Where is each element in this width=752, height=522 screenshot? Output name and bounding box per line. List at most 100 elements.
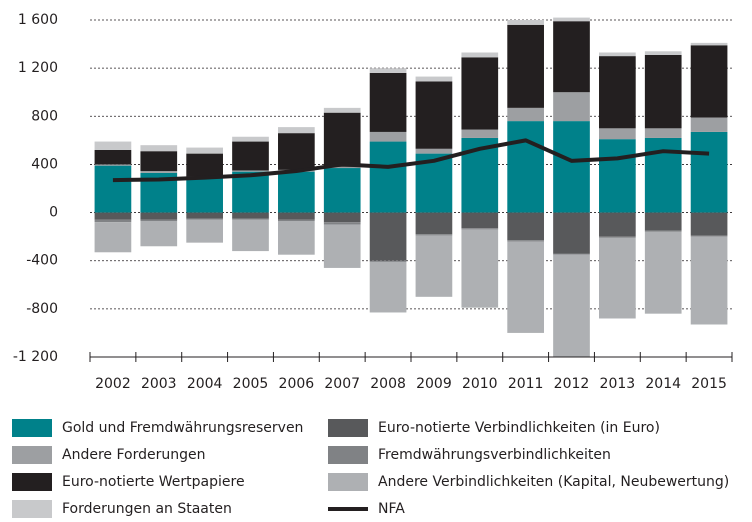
- bar-segment: [553, 92, 590, 122]
- legend-label: NFA: [378, 501, 405, 517]
- x-tick-label: 2009: [416, 376, 452, 392]
- bar-segment: [323, 224, 361, 268]
- bar-segment: [323, 168, 361, 213]
- bar-segment: [278, 127, 315, 134]
- bar-segment: [232, 219, 269, 252]
- bar-segment: [278, 171, 315, 213]
- bar-segment: [599, 52, 636, 57]
- y-tick-label: -400: [26, 253, 58, 269]
- legend-label: Andere Forderungen: [62, 447, 205, 463]
- x-tick-label: 2008: [370, 376, 406, 392]
- bar-segment: [278, 220, 315, 255]
- bar-segment: [644, 54, 682, 129]
- x-tick-label: 2003: [141, 376, 177, 392]
- bar-segment: [278, 219, 315, 221]
- bar-segment: [323, 107, 361, 113]
- bar-segment: [94, 212, 132, 220]
- bar-segment: [599, 212, 636, 237]
- bar-segment: [232, 170, 269, 172]
- x-tick-label: 2007: [324, 376, 360, 392]
- bar-segment: [553, 212, 590, 254]
- x-tick-label: 2013: [600, 376, 636, 392]
- bar-segment: [507, 107, 544, 122]
- bar-segment: [690, 235, 728, 237]
- bar-segment: [461, 129, 499, 138]
- bar-segment: [140, 219, 178, 221]
- bar-segment: [553, 121, 590, 213]
- legend-swatch: [12, 473, 52, 491]
- legend-swatch: [12, 446, 52, 464]
- legend-label: Forderungen an Staaten: [62, 501, 232, 517]
- bar-segment: [415, 212, 453, 235]
- bar-segment: [369, 260, 407, 262]
- bar-segment: [323, 112, 361, 167]
- bar-segment: [415, 81, 453, 149]
- bar-segment: [232, 171, 269, 213]
- bar-segment: [690, 117, 728, 132]
- bar-segment: [690, 42, 728, 46]
- bar-segment: [232, 212, 269, 219]
- legend-swatch: [328, 446, 368, 464]
- bar-segment: [599, 139, 636, 213]
- y-tick-label: 0: [49, 205, 58, 221]
- bar-segment: [644, 128, 682, 138]
- bar-segment: [644, 231, 682, 314]
- bar-segment: [186, 218, 223, 220]
- bar-segment: [323, 212, 361, 223]
- bar-segment: [369, 141, 407, 213]
- bar-segment: [599, 128, 636, 140]
- y-tick-label: 800: [31, 108, 58, 124]
- bar-segment: [644, 137, 682, 213]
- bar-segment: [644, 230, 682, 232]
- x-tick-label: 2002: [95, 376, 131, 392]
- bar-segment: [232, 136, 269, 142]
- bar-segment: [278, 133, 315, 170]
- bar-segment: [415, 148, 453, 154]
- bar-segment: [94, 219, 132, 223]
- bar-segment: [690, 45, 728, 118]
- bar-segment: [599, 56, 636, 129]
- bar-segment: [232, 141, 269, 171]
- x-tick-label: 2011: [508, 376, 544, 392]
- bar-segment: [599, 237, 636, 319]
- y-tick-label: 400: [31, 156, 58, 172]
- bar-segment: [94, 141, 132, 150]
- bar-segment: [94, 222, 132, 253]
- bar-segment: [461, 57, 499, 130]
- y-tick-label: 1 600: [18, 12, 58, 28]
- bar-segment: [186, 219, 223, 243]
- legend-label: Euro-notierte Verbindlichkeiten (in Euro…: [378, 420, 660, 436]
- y-tick-label: -1 200: [13, 349, 58, 365]
- bar-segment: [507, 240, 544, 242]
- bar-segment: [415, 234, 453, 236]
- x-tick-label: 2010: [462, 376, 498, 392]
- x-tick-label: 2004: [187, 376, 223, 392]
- bar-segment: [140, 212, 178, 220]
- bar-segment: [461, 52, 499, 58]
- bar-segment: [507, 241, 544, 333]
- bar-segment: [369, 212, 407, 261]
- bar-segment: [140, 220, 178, 247]
- bar-segment: [369, 68, 407, 73]
- legend-swatch: [328, 419, 368, 437]
- bar-segment: [186, 147, 223, 154]
- bar-segment: [461, 212, 499, 229]
- bar-segment: [507, 24, 544, 108]
- bar-segment: [369, 72, 407, 132]
- bar-segment: [599, 236, 636, 238]
- bar-segment: [553, 253, 590, 255]
- bar-segment: [507, 121, 544, 213]
- bar-segment: [690, 131, 728, 213]
- bar-segment: [186, 177, 223, 213]
- bar-segment: [140, 151, 178, 172]
- y-tick-label: -800: [26, 301, 58, 317]
- legend-label: Andere Verbindlichkeiten (Kapital, Neube…: [378, 474, 729, 490]
- bar-segment: [507, 212, 544, 241]
- bar-segment: [323, 166, 361, 169]
- bar-segment: [94, 149, 132, 165]
- x-tick-label: 2005: [233, 376, 269, 392]
- bar-segment: [553, 21, 590, 93]
- bar-segment: [369, 261, 407, 313]
- bar-segment: [94, 165, 132, 213]
